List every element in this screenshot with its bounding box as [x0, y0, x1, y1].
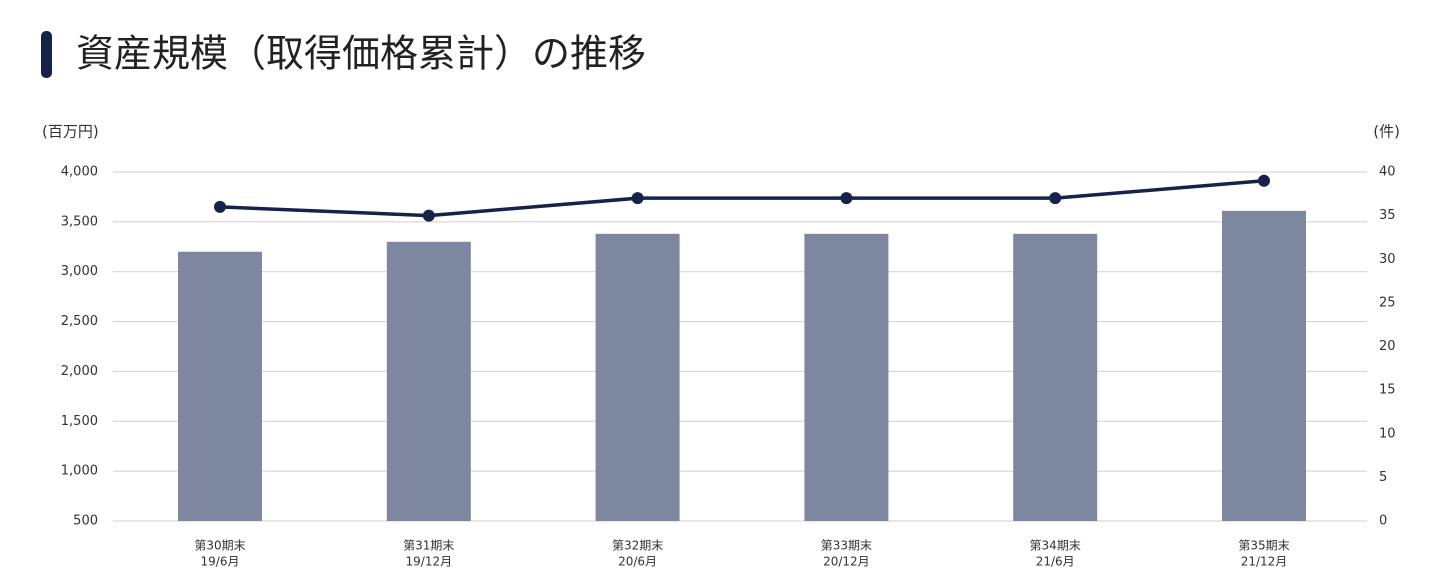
x-tick-label: 第33期末: [821, 539, 872, 553]
title-accent: [41, 31, 52, 78]
y-tick-label: 500: [73, 514, 98, 529]
line-point: [840, 192, 853, 205]
y2-tick-label: 30: [1379, 252, 1396, 267]
bar: [595, 233, 680, 521]
chart-title: 資産規模（取得価格累計）の推移: [76, 32, 646, 76]
y-axis-unit: (百万円): [42, 123, 99, 141]
x-tick-label: 21/12月: [1241, 555, 1288, 569]
y2-tick-label: 10: [1379, 426, 1396, 441]
x-tick-label: 第32期末: [612, 539, 663, 553]
bar: [1013, 233, 1098, 521]
y-tick-label: 1,000: [61, 464, 98, 479]
y-tick-label: 2,500: [61, 314, 98, 329]
line: [219, 178, 1265, 218]
y2-tick-label: 20: [1379, 339, 1396, 354]
y-tick-label: 1,500: [61, 414, 98, 429]
x-tick-label: 19/12月: [406, 555, 453, 569]
x-tick-label: 20/12月: [823, 555, 870, 569]
line-point: [1258, 174, 1270, 187]
y-tick-label: 2,000: [61, 364, 98, 379]
y-tick-label: 3,000: [61, 264, 98, 279]
y2-tick-label: 0: [1379, 514, 1387, 529]
x-tick-label: 19/6月: [201, 555, 240, 569]
y-tick-label: 4,000: [61, 165, 98, 180]
line-point: [1049, 192, 1062, 205]
x-tick-label: 20/6月: [618, 555, 657, 569]
y2-tick-label: 15: [1379, 383, 1396, 398]
line-point: [631, 192, 644, 205]
y2-tick-label: 35: [1379, 208, 1396, 223]
y2-tick-label: 25: [1379, 295, 1396, 310]
y2-axis-unit: (件): [1373, 123, 1400, 141]
y-tick-label: 3,500: [61, 214, 98, 229]
line-point: [422, 209, 435, 222]
line-point: [214, 200, 226, 213]
x-tick-label: 21/6月: [1036, 555, 1075, 569]
y2-tick-label: 40: [1379, 165, 1396, 180]
x-tick-label: 第30期末: [194, 539, 245, 553]
bar: [1222, 210, 1306, 522]
bar: [804, 233, 889, 521]
x-tick-label: 第31期末: [403, 539, 454, 553]
bar: [386, 241, 471, 522]
x-tick-label: 第35期末: [1238, 539, 1289, 553]
x-tick-label: 第34期末: [1030, 539, 1081, 553]
bar: [178, 251, 262, 521]
y2-tick-label: 5: [1379, 470, 1387, 485]
